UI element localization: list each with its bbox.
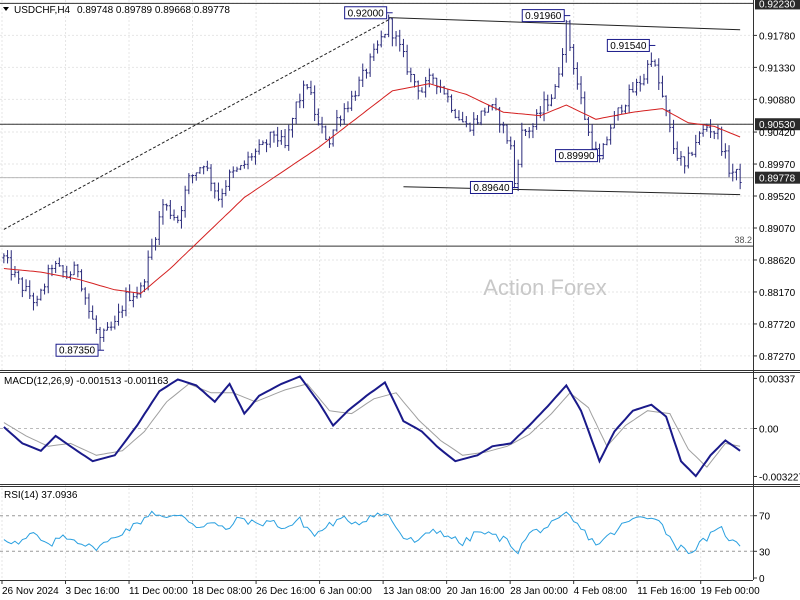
swing-price-label: 0.89990 (555, 149, 604, 163)
swing-price-label: 0.91960 (521, 9, 571, 23)
swing-label-box (555, 149, 599, 163)
swing-label-text: 0.89640 (473, 183, 510, 194)
macd-tick-label: 0.00 (759, 425, 779, 436)
rsi-tick-label: 70 (759, 512, 771, 523)
swing-label-text: 0.87350 (59, 346, 96, 357)
time-tick-label: 3 Dec 16:00 (66, 586, 120, 597)
trendline (388, 17, 741, 31)
swing-label-box (469, 180, 513, 194)
swing-label-box (606, 38, 650, 52)
swing-price-label: 0.87350 (55, 343, 105, 357)
price-tick-label: 0.91330 (759, 63, 796, 74)
price-axis: 0.92230 0.91780 0.91330 0.90880 0.905300.904… (753, 0, 800, 580)
watermark: Action Forex (483, 275, 607, 300)
swing-label-box (344, 6, 388, 20)
price-tick-label: 0.90880 (759, 95, 796, 106)
macd-pane-bg (0, 372, 753, 484)
price-tick-label: 0.89070 (759, 224, 796, 235)
swing-label-box (55, 343, 99, 357)
ohlc-values: 0.89748 0.89789 0.89668 0.89778 (77, 5, 230, 16)
time-tick-label: 13 Jan 08:00 (383, 586, 441, 597)
macd-axis: 0.00337 0.00 -0.003227 (753, 374, 800, 483)
swing-label-text: 0.91960 (525, 11, 562, 22)
moving-average-line (3, 83, 741, 294)
time-tick-label: 20 Jan 16:00 (447, 586, 505, 597)
price-tick-label: 0.87270 (759, 352, 796, 363)
time-tick-label: 6 Jan 00:00 (320, 586, 373, 597)
time-tick-label: 18 Dec 08:00 (193, 586, 253, 597)
swing-price-label: 0.89640 (469, 180, 519, 194)
time-grid (1, 0, 702, 580)
swing-labels: 0.87350 0.92000 0.89640 0.91960 0.89990 0.915… (55, 6, 656, 357)
time-tick-label: 11 Dec 00:00 (129, 586, 188, 597)
dropdown-triangle-icon[interactable] (3, 7, 9, 11)
macd-line (3, 375, 741, 478)
horizontal-lines: 38.2 (0, 2, 753, 247)
price-axis-highlight (755, 118, 800, 131)
price-tick-label: 0.92230 (759, 0, 796, 10)
rsi-tick-label: 30 (759, 547, 771, 558)
price-tick-label: 0.88170 (759, 288, 796, 299)
price-tick-label: 0.88620 (759, 256, 796, 267)
time-axis: 26 Nov 2024 3 Dec 16:00 11 Dec 00:00 18 Dec… (1, 580, 760, 597)
swing-price-label: 0.91540 (606, 38, 656, 52)
symbol-label: USDCHF,H4 (14, 5, 71, 16)
time-tick-label: 28 Jan 00:00 (510, 586, 568, 597)
rsi-grid (0, 515, 753, 552)
macd-signal-line (3, 383, 741, 468)
time-tick-label: 26 Dec 16:00 (256, 586, 316, 597)
price-tick-label: 0.87720 (759, 320, 796, 331)
rsi-axis: 70 30 0 (753, 512, 771, 585)
price-tick-label: 0.90420 (759, 128, 796, 139)
trendline (3, 19, 389, 230)
price-axis-highlight (755, 171, 800, 184)
price-tick-label: 0.89520 (759, 192, 796, 203)
price-tick-label: 0.91780 (759, 31, 796, 42)
swing-price-label: 0.92000 (344, 6, 393, 20)
price-tick-label: 0.89778 (759, 174, 796, 185)
macd-tick-label: -0.003227 (759, 472, 800, 483)
swing-label-text: 0.89990 (558, 151, 595, 162)
price-tick-label: 0.90530 (759, 120, 796, 131)
swing-label-text: 0.92000 (348, 8, 385, 19)
price-axis-highlight (755, 0, 800, 10)
macd-title: MACD(12,26,9) -0.001513 -0.001163 (4, 376, 169, 387)
trendlines (3, 17, 741, 230)
macd-tick-label: 0.00337 (759, 374, 796, 385)
rsi-title: RSI(14) 37.0936 (4, 490, 78, 501)
candles (2, 14, 742, 351)
fib-level-label: 38.2 (734, 235, 752, 245)
swing-label-text: 0.91540 (610, 41, 647, 52)
trendline (403, 186, 741, 196)
time-tick-label: 4 Feb 08:00 (574, 586, 628, 597)
time-tick-label: 19 Feb 00:00 (701, 586, 760, 597)
time-tick-label: 11 Feb 16:00 (637, 586, 696, 597)
chart-header: USDCHF,H4 0.89748 0.89789 0.89668 0.8977… (3, 5, 230, 16)
swing-label-box (521, 9, 565, 23)
price-pane-bg (0, 0, 753, 370)
rsi-line (3, 510, 741, 555)
price-tick-label: 0.89970 (759, 160, 796, 171)
rsi-tick-label: 0 (759, 574, 765, 585)
time-tick-label: 26 Nov 2024 (2, 586, 59, 597)
